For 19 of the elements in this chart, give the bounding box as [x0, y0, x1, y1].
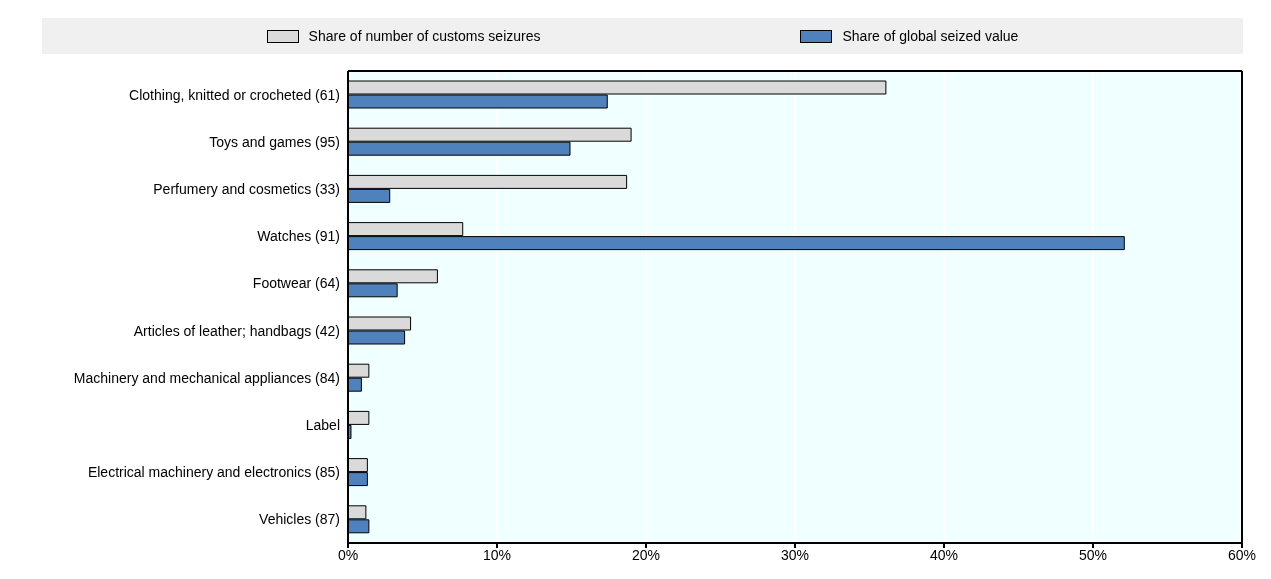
x-tick-label: 60% [1227, 546, 1257, 563]
legend-label: Share of global seized value [842, 28, 1019, 44]
y-tick-label: Articles of leather; handbags (42) [133, 322, 340, 339]
y-tick-label: Label [305, 416, 340, 433]
x-tick-label: 20% [631, 546, 661, 563]
y-tick-label: Electrical machinery and electronics (85) [87, 464, 340, 481]
x-tick-label: 50% [1078, 546, 1108, 563]
y-tick-label: Footwear (64) [252, 275, 340, 292]
legend-label: Share of number of customs seizures [308, 28, 541, 44]
y-tick-label: Machinery and mechanical appliances (84) [73, 369, 340, 386]
y-tick-label: Perfumery and cosmetics (33) [153, 180, 340, 197]
x-tick-label: 10% [482, 546, 512, 563]
y-tick-label: Watches (91) [257, 228, 340, 245]
y-tick-label: Clothing, knitted or crocheted (61) [129, 86, 340, 103]
x-tick-label: 40% [929, 546, 959, 563]
x-tick-label: 0% [337, 546, 359, 563]
y-tick-label: Vehicles (87) [259, 511, 340, 528]
x-tick-label: 30% [780, 546, 810, 563]
y-tick-label: Toys and games (95) [209, 133, 340, 150]
